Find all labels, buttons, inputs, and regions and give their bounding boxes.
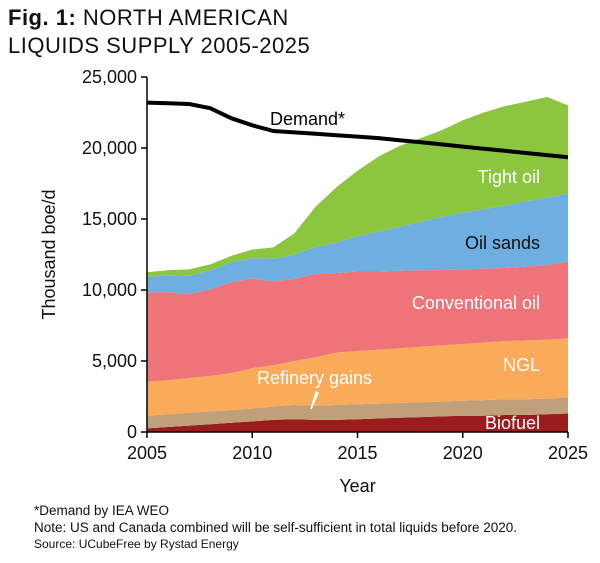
- x-tick-label: 2005: [127, 443, 167, 463]
- area-ngl: [147, 338, 568, 416]
- footnotes: *Demand by IEA WEO Note: US and Canada c…: [34, 502, 517, 553]
- refinery-gains-pointer: [310, 390, 319, 410]
- area-layers: [147, 96, 568, 432]
- y-tick-label: 20,000: [82, 138, 137, 158]
- area-conventional-oil: [147, 261, 568, 382]
- demand-footnote: *Demand by IEA WEO: [34, 503, 170, 518]
- self-sufficiency-note: Note: US and Canada combined will be sel…: [34, 520, 518, 535]
- y-tick-label: 15,000: [82, 209, 137, 229]
- y-tick-label: 0: [127, 422, 137, 442]
- y-axis-label: Thousand boe/d: [39, 189, 59, 319]
- figure-label: Fig. 1:: [8, 5, 77, 30]
- x-tick-label: 2015: [337, 443, 377, 463]
- demand-line: [146, 100, 569, 160]
- x-axis-label: Year: [339, 476, 375, 496]
- x-tick-label: 2025: [548, 443, 588, 463]
- y-tick-label: 10,000: [82, 280, 137, 300]
- label-biofuel: Biofuel: [485, 413, 540, 433]
- y-tick-label: 5,000: [92, 351, 137, 371]
- figure-title: Fig. 1: NORTH AMERICAN LIQUIDS SUPPLY 20…: [8, 4, 310, 60]
- y-tick-label: 25,000: [82, 67, 137, 87]
- label-conventional-oil: Conventional oil: [412, 293, 540, 313]
- area-tight-oil: [147, 96, 568, 277]
- label-ngl: NGL: [503, 355, 540, 375]
- x-tick-label: 2010: [232, 443, 272, 463]
- label-oil-sands: Oil sands: [465, 233, 540, 253]
- label-refinery-gains: Refinery gains: [257, 368, 372, 388]
- area-biofuel: [147, 413, 568, 432]
- label-tight-oil: Tight oil: [478, 167, 540, 187]
- x-tick-label: 2020: [443, 443, 483, 463]
- title-line-2: LIQUIDS SUPPLY 2005-2025: [8, 33, 311, 58]
- series-labels: Demand* Tight oil Oil sands Conventional oi…: [257, 109, 540, 433]
- source-note: Source: UCubeFree by Rystad Energy: [34, 537, 239, 551]
- label-demand: Demand*: [270, 109, 345, 129]
- demand-line-group: [146, 100, 569, 160]
- title-line-1: NORTH AMERICAN: [82, 5, 289, 30]
- area-refinery-gains: [147, 397, 568, 429]
- axes: 0 5,000 10,000 15,000 20,000 25,000 2005 2010 20…: [39, 67, 588, 496]
- area-oil-sands: [147, 193, 568, 295]
